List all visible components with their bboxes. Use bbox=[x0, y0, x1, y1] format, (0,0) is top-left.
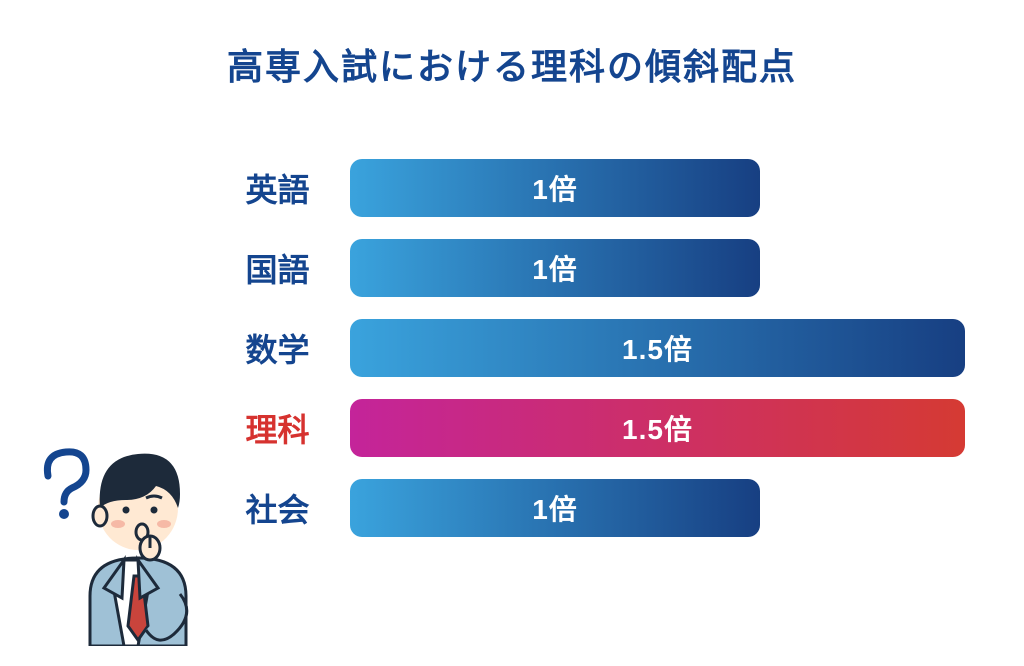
bar-track: 1倍 bbox=[350, 159, 965, 217]
chart-row: 理科 1.5倍 bbox=[205, 395, 965, 461]
bar-track: 1.5倍 bbox=[350, 399, 965, 457]
chart-row: 国語 1倍 bbox=[205, 235, 965, 301]
row-label-science: 理科 bbox=[205, 405, 350, 451]
bar-english: 1倍 bbox=[350, 159, 760, 217]
row-label-japanese: 国語 bbox=[205, 245, 350, 291]
weight-chart: 英語 1倍 国語 1倍 数学 1.5倍 理科 1.5倍 社会 bbox=[205, 155, 965, 555]
bar-value: 1倍 bbox=[532, 248, 578, 288]
bar-track: 1倍 bbox=[350, 239, 965, 297]
bar-track: 1倍 bbox=[350, 479, 965, 537]
bar-math: 1.5倍 bbox=[350, 319, 965, 377]
bar-value: 1.5倍 bbox=[622, 408, 693, 448]
row-label-math: 数学 bbox=[205, 325, 350, 371]
bar-science: 1.5倍 bbox=[350, 399, 965, 457]
row-label-english: 英語 bbox=[205, 165, 350, 211]
row-label-social: 社会 bbox=[205, 485, 350, 531]
chart-row: 数学 1.5倍 bbox=[205, 315, 965, 381]
bar-value: 1倍 bbox=[532, 168, 578, 208]
bar-value: 1.5倍 bbox=[622, 328, 693, 368]
chart-title: 高専入試における理科の傾斜配点 bbox=[0, 38, 1024, 90]
thinking-person-illustration bbox=[30, 436, 210, 646]
chart-row: 英語 1倍 bbox=[205, 155, 965, 221]
bar-social: 1倍 bbox=[350, 479, 760, 537]
person-icon bbox=[30, 436, 210, 646]
bar-japanese: 1倍 bbox=[350, 239, 760, 297]
bar-value: 1倍 bbox=[532, 488, 578, 528]
chart-row: 社会 1倍 bbox=[205, 475, 965, 541]
bar-track: 1.5倍 bbox=[350, 319, 965, 377]
